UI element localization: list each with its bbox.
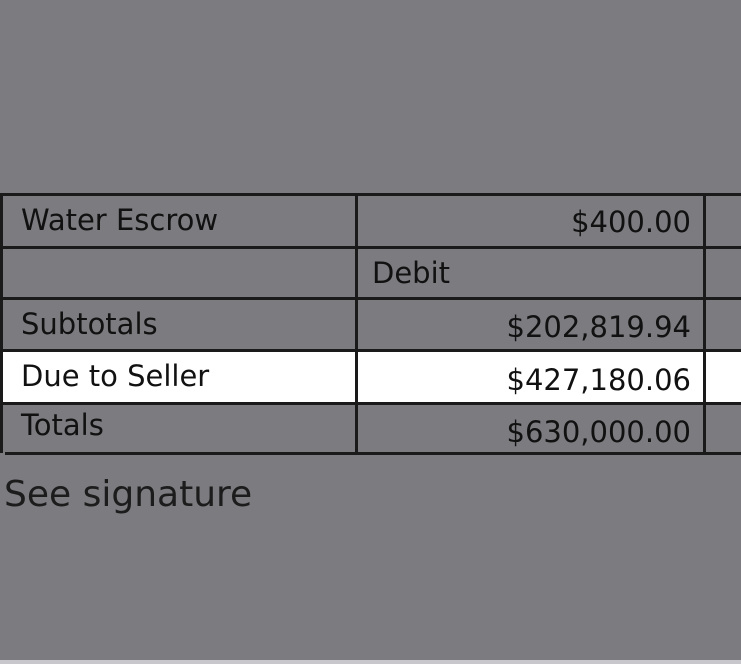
row-label xyxy=(0,249,355,297)
table-bottom-border xyxy=(5,452,741,455)
table-row-subtotals: Subtotals $202,819.94 xyxy=(0,297,741,349)
row-amount: $400.00 xyxy=(355,196,703,246)
row-extra-cell xyxy=(703,352,741,403)
table-row-totals: Totals $630,000.00 xyxy=(0,402,741,453)
row-label: Totals xyxy=(0,405,355,453)
table-row-header: Debit xyxy=(0,246,741,297)
row-label: Due to Seller xyxy=(0,352,355,403)
row-extra-cell xyxy=(703,300,741,349)
signature-note: See signature xyxy=(4,474,253,515)
column-header-debit: Debit xyxy=(355,249,703,297)
row-extra-cell xyxy=(703,196,741,246)
row-amount: $427,180.06 xyxy=(355,352,703,403)
row-amount: $630,000.00 xyxy=(355,405,703,453)
row-label: Subtotals xyxy=(0,300,355,349)
table-row-water-escrow: Water Escrow $400.00 xyxy=(0,193,741,246)
table-row-due-to-seller-highlighted: Due to Seller $427,180.06 xyxy=(0,349,741,403)
row-label: Water Escrow xyxy=(0,196,355,246)
page-edge xyxy=(0,660,741,664)
row-amount: $202,819.94 xyxy=(355,300,703,349)
row-extra-cell xyxy=(703,405,741,453)
row-extra-cell xyxy=(703,249,741,297)
